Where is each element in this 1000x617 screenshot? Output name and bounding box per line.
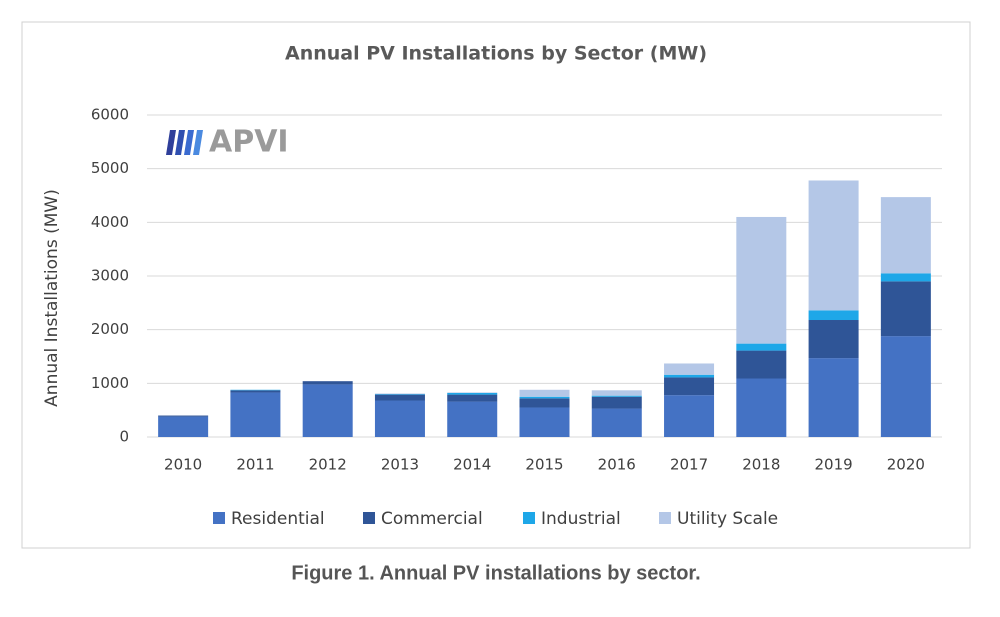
bar-segment <box>736 216 787 344</box>
bar-segment <box>374 394 425 401</box>
bar-segment <box>808 320 859 359</box>
bar-segment <box>374 400 425 437</box>
logo: APVI <box>166 125 289 160</box>
x-tick-label: 2015 <box>525 456 563 474</box>
bar-segment <box>519 389 570 397</box>
x-tick-label: 2016 <box>598 456 636 474</box>
x-tick-label: 2018 <box>742 456 780 474</box>
bar-segment <box>447 392 498 395</box>
y-axis-label: Annual Installations (MW) <box>42 189 62 407</box>
y-tick-label: 6000 <box>91 106 129 124</box>
legend-swatch <box>659 512 671 524</box>
y-tick-label: 1000 <box>91 374 129 392</box>
bar-segment <box>447 401 498 437</box>
legend-swatch <box>523 512 535 524</box>
x-tick-label: 2012 <box>309 456 347 474</box>
bar-segment <box>591 390 642 396</box>
legend-label: Utility Scale <box>677 509 778 529</box>
bar-segment <box>880 273 931 282</box>
logo-stripe <box>166 130 176 155</box>
chart-title: Annual PV Installations by Sector (MW) <box>285 43 707 65</box>
bar-segment <box>447 394 498 402</box>
x-tick-label: 2019 <box>814 456 852 474</box>
bar-segment <box>230 392 281 437</box>
bar-segment <box>158 416 209 437</box>
y-tick-label: 2000 <box>91 320 129 338</box>
y-tick-label: 0 <box>119 428 129 446</box>
bar-segment <box>808 180 859 311</box>
bar-segment <box>664 363 715 375</box>
legend-swatch <box>363 512 375 524</box>
bar-segment <box>447 392 498 393</box>
bar-segment <box>591 396 642 409</box>
bar-segment <box>302 384 353 437</box>
logo-text: APVI <box>209 125 289 160</box>
x-tick-label: 2013 <box>381 456 419 474</box>
bar-segment <box>519 398 570 408</box>
x-tick-label: 2017 <box>670 456 708 474</box>
x-tick-label: 2020 <box>887 456 925 474</box>
legend-swatch <box>213 512 225 524</box>
bar-segment <box>808 310 859 321</box>
legend-label: Industrial <box>541 509 621 529</box>
x-tick-label: 2014 <box>453 456 491 474</box>
bar-segment <box>880 197 931 274</box>
bar-segment <box>158 415 209 417</box>
logo-stripe <box>175 130 185 155</box>
x-tick-label: 2011 <box>236 456 274 474</box>
bar-segment <box>230 390 281 393</box>
bar-segment <box>880 336 931 437</box>
bar-segment <box>591 408 642 437</box>
y-tick-label: 3000 <box>91 267 129 285</box>
bar-segment <box>664 395 715 437</box>
y-tick-label: 4000 <box>91 213 129 231</box>
bar-segment <box>880 281 931 337</box>
bar-segment <box>664 374 715 378</box>
logo-stripe <box>193 130 203 155</box>
bar-segment <box>230 389 281 391</box>
bar-segment <box>519 396 570 399</box>
bar-segment <box>374 393 425 395</box>
logo-stripe <box>184 130 194 155</box>
legend-label: Commercial <box>381 509 483 529</box>
bar-segment <box>736 343 787 351</box>
figure-caption: Figure 1. Annual PV installations by sec… <box>291 562 700 584</box>
x-tick-label: 2010 <box>164 456 202 474</box>
bar-segment <box>808 358 859 437</box>
legend-label: Residential <box>231 509 325 529</box>
bar-segment <box>736 378 787 437</box>
bar-segment <box>736 350 787 379</box>
bar-segment <box>519 407 570 437</box>
bar-segment <box>374 394 425 395</box>
bar-segment <box>664 377 715 396</box>
bar-segment <box>302 381 353 385</box>
bar-segment <box>591 395 642 397</box>
y-tick-label: 5000 <box>91 159 129 177</box>
